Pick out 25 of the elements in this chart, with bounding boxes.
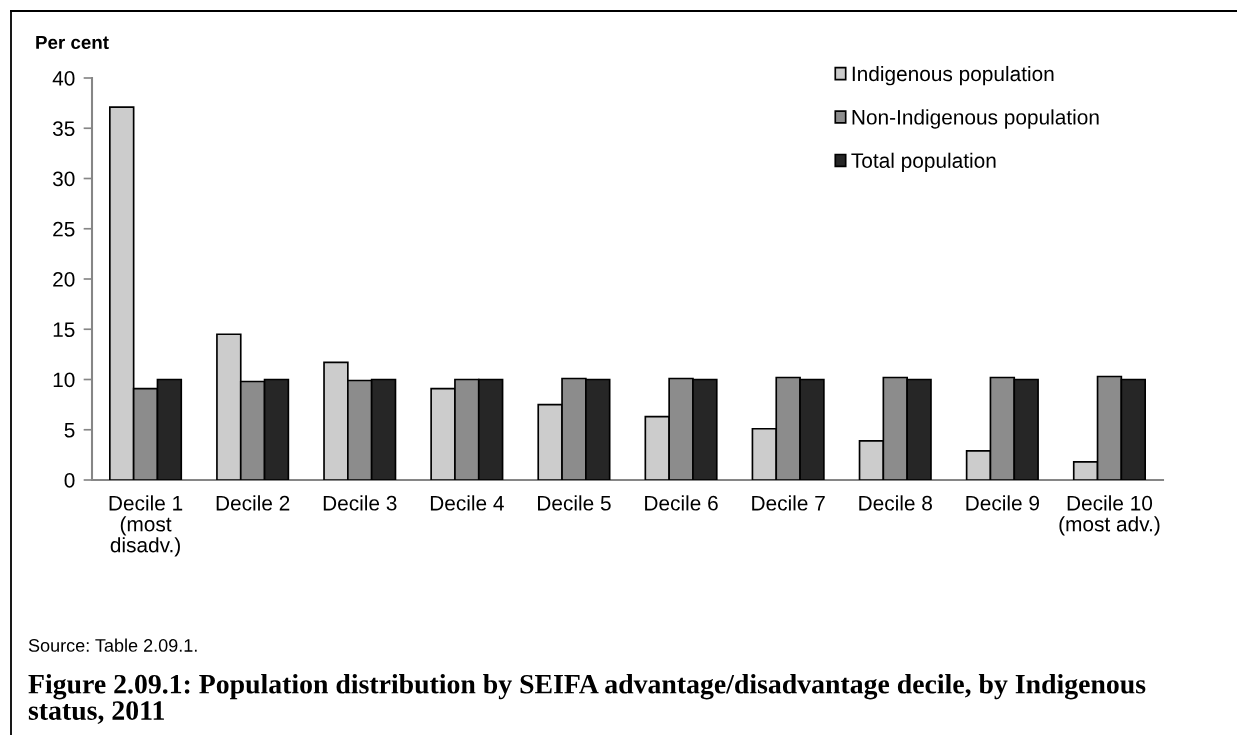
x-tick-label: Decile 5: [538, 495, 611, 511]
y-tick-label: 15: [53, 322, 75, 337]
source-note: Source: Table 2.09.1.: [28, 638, 197, 652]
text: Figure 2.09.1: Population distribution by SEIFA advantage/disadvantage decile, by Indigenous status, 2011: [28, 674, 1146, 724]
x-tick-label: Decile 7: [752, 495, 825, 511]
y-tick-label: 5: [64, 422, 75, 438]
y-tick-label: 35: [52, 121, 75, 136]
legend-label: Total population: [851, 152, 996, 173]
x-tick-label: Decile 9: [966, 495, 1039, 511]
y-tick-label: 20: [53, 272, 75, 287]
y-tick-label: 30: [52, 171, 75, 187]
legend-label: Indigenous population: [852, 65, 1054, 86]
x-tick-label: Decile 10 (most adv.): [1059, 495, 1160, 536]
y-tick-label: 10: [53, 372, 75, 388]
x-tick-label: Decile 8: [859, 495, 932, 511]
x-tick-label: Decile 1 (most disadv.): [109, 495, 183, 557]
y-tick-label: 0: [64, 473, 75, 488]
x-tick-label: Decile 2: [216, 495, 290, 511]
y-tick-label: 25: [53, 221, 75, 237]
legend-label: Non-Indigenous population: [852, 109, 1099, 129]
x-tick-label: Decile 6: [645, 495, 718, 511]
y-tick-label: 40: [52, 71, 75, 86]
x-tick-label: Decile 3: [323, 495, 397, 511]
y-axis-title: Per cent: [36, 35, 109, 50]
x-tick-label: Decile 4: [430, 495, 504, 511]
